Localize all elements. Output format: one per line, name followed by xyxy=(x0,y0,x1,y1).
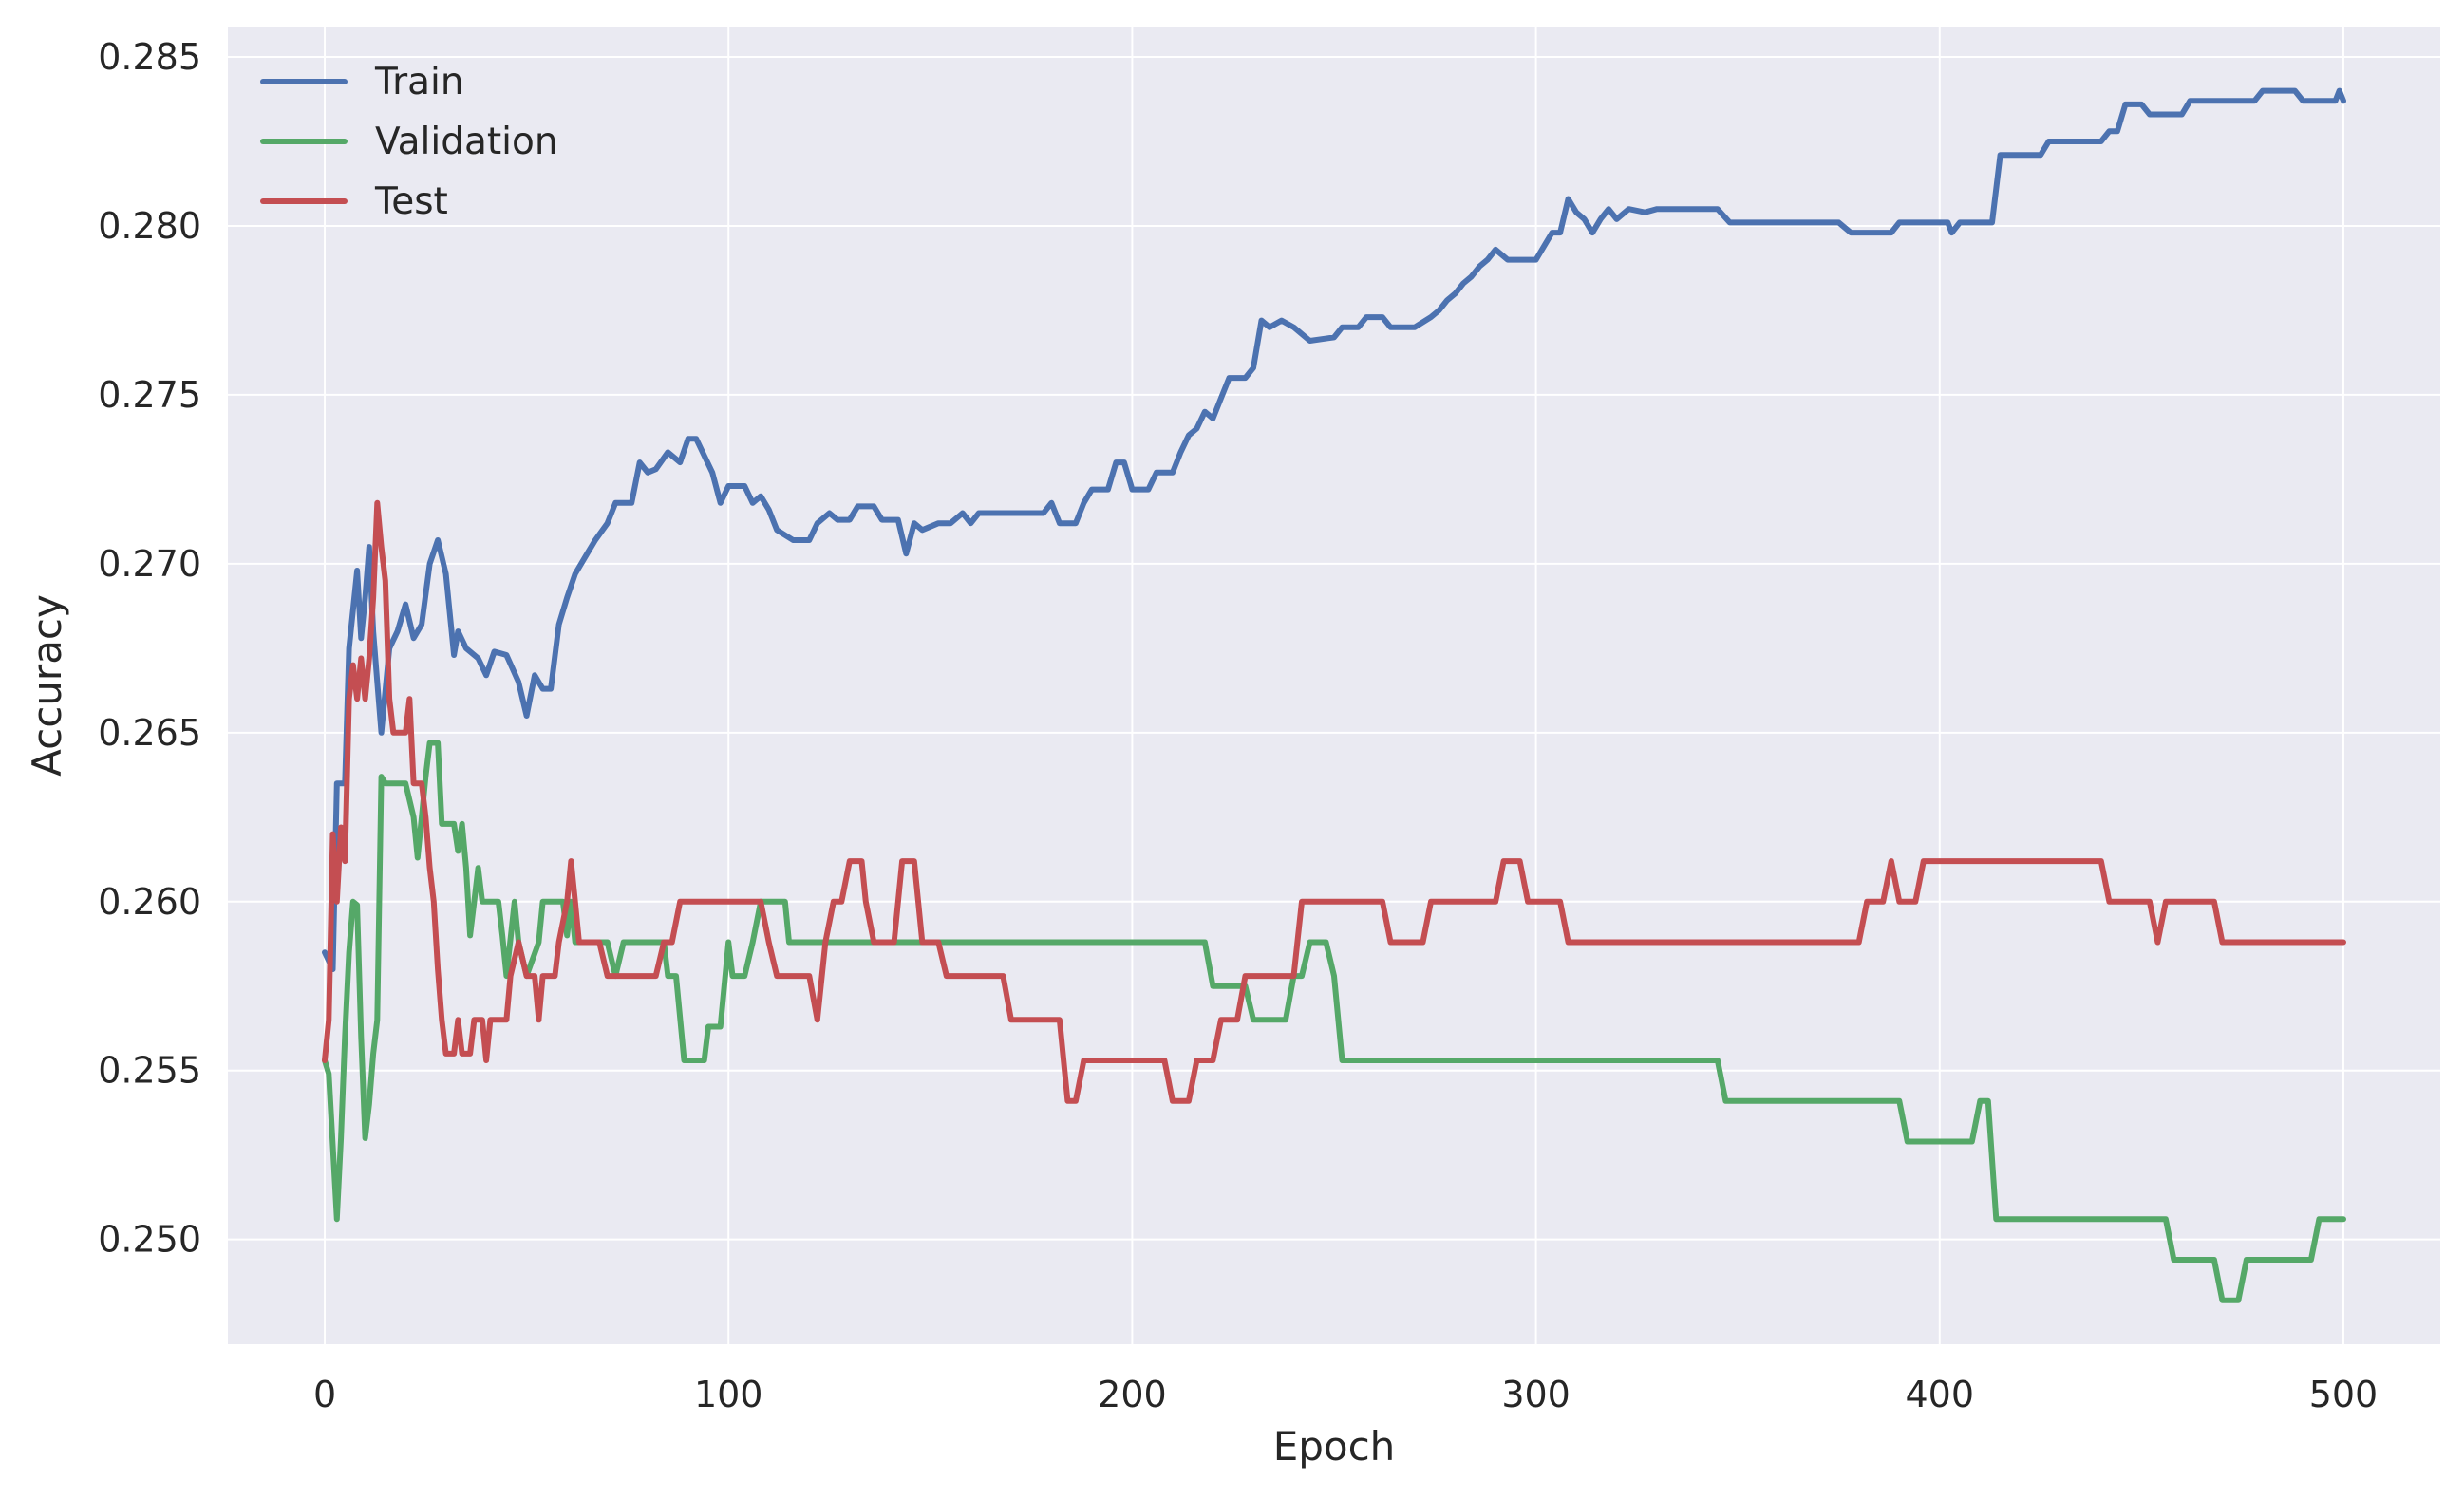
y-tick-label: 0.255 xyxy=(98,1050,201,1092)
y-tick-label: 0.260 xyxy=(98,881,201,923)
legend-label-test: Test xyxy=(374,180,448,223)
legend-label-train: Train xyxy=(374,61,464,103)
x-tick-label: 100 xyxy=(694,1374,763,1415)
x-axis-label: Epoch xyxy=(1273,1423,1396,1470)
legend-label-validation: Validation xyxy=(375,121,558,163)
x-tick-label: 0 xyxy=(313,1374,336,1415)
series-lines xyxy=(322,87,2346,1303)
y-tick-label: 0.250 xyxy=(98,1219,201,1261)
x-tick-label: 300 xyxy=(1501,1374,1571,1415)
y-tick-label: 0.275 xyxy=(98,374,201,416)
y-axis-label: Accuracy xyxy=(24,594,70,777)
plot-area-background xyxy=(228,27,2440,1344)
legend: Train Validation Test xyxy=(260,61,558,223)
x-tick-label: 200 xyxy=(1098,1374,1167,1415)
series-line-train xyxy=(322,87,2346,972)
x-axis-ticks: 0 100 200 300 400 500 xyxy=(313,1374,2378,1415)
x-tick-label: 400 xyxy=(1906,1374,1975,1415)
y-tick-label: 0.270 xyxy=(98,543,201,585)
y-tick-label: 0.285 xyxy=(98,36,201,78)
y-axis-ticks: 0.250 0.255 0.260 0.265 0.270 0.275 0.280 0.285 xyxy=(98,36,201,1261)
y-tick-label: 0.265 xyxy=(98,712,201,754)
grid-lines xyxy=(228,27,2440,1344)
x-tick-label: 500 xyxy=(2309,1374,2379,1415)
series-line-test xyxy=(322,499,2346,1104)
y-tick-label: 0.280 xyxy=(98,205,201,247)
